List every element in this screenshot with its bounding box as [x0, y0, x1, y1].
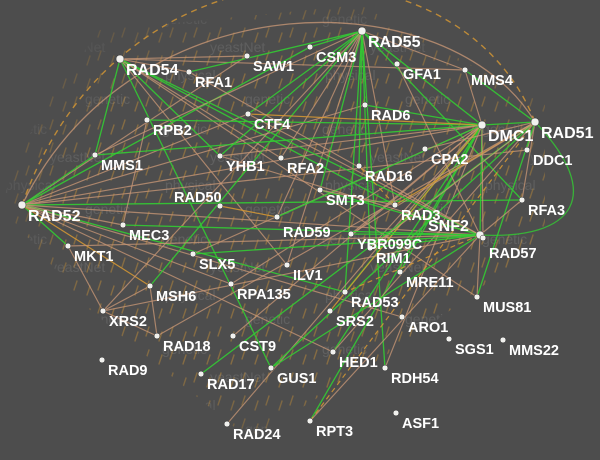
- svg-text:RPT3: RPT3: [316, 424, 353, 440]
- svg-text:YHB1: YHB1: [226, 159, 265, 175]
- svg-text:XRS2: XRS2: [109, 314, 147, 330]
- svg-text:MMS1: MMS1: [101, 158, 143, 174]
- svg-text:SGS1: SGS1: [455, 342, 494, 358]
- svg-text:SMT3: SMT3: [326, 193, 365, 209]
- svg-text:SRS2: SRS2: [336, 314, 374, 330]
- svg-text:RAD51: RAD51: [541, 125, 594, 142]
- svg-text:RAD57: RAD57: [489, 246, 537, 262]
- svg-text:MMS4: MMS4: [471, 73, 513, 89]
- svg-text:GFA1: GFA1: [403, 67, 441, 83]
- svg-text:RAD59: RAD59: [283, 225, 331, 241]
- svg-text:RAD16: RAD16: [365, 169, 413, 185]
- svg-text:MRE11: MRE11: [406, 275, 454, 291]
- svg-text:ILV1: ILV1: [293, 268, 323, 284]
- svg-text:DMC1: DMC1: [488, 128, 533, 145]
- svg-text:RFA3: RFA3: [528, 203, 565, 219]
- svg-text:SNF2: SNF2: [428, 218, 469, 235]
- svg-text:MEC3: MEC3: [129, 228, 169, 244]
- svg-text:RAD6: RAD6: [371, 108, 410, 124]
- svg-text:GUS1: GUS1: [277, 371, 317, 387]
- svg-text:RAD24: RAD24: [233, 427, 281, 443]
- svg-text:RAD55: RAD55: [368, 34, 421, 51]
- svg-text:RAD50: RAD50: [174, 190, 222, 206]
- svg-text:RPA135: RPA135: [237, 287, 291, 303]
- svg-text:CTF4: CTF4: [254, 117, 290, 133]
- svg-text:MKT1: MKT1: [74, 249, 113, 265]
- svg-text:RPB2: RPB2: [153, 123, 192, 139]
- svg-text:RAD52: RAD52: [28, 208, 81, 225]
- svg-text:SLX5: SLX5: [199, 257, 235, 273]
- svg-text:RAD9: RAD9: [108, 363, 147, 379]
- svg-text:RAD18: RAD18: [163, 339, 211, 355]
- svg-text:CPA2: CPA2: [431, 152, 469, 168]
- svg-text:SAW1: SAW1: [253, 59, 294, 75]
- svg-text:RFA1: RFA1: [195, 75, 232, 91]
- svg-text:RAD53: RAD53: [351, 295, 399, 311]
- svg-text:RDH54: RDH54: [391, 371, 439, 387]
- svg-text:MMS22: MMS22: [509, 343, 559, 359]
- svg-text:CST9: CST9: [239, 339, 276, 355]
- svg-text:RIM1: RIM1: [376, 251, 411, 267]
- svg-text:DDC1: DDC1: [533, 153, 572, 169]
- svg-text:MSH6: MSH6: [156, 289, 196, 305]
- svg-text:MUS81: MUS81: [483, 300, 531, 316]
- svg-text:CSM3: CSM3: [316, 50, 356, 66]
- svg-text:RFA2: RFA2: [287, 161, 324, 177]
- svg-text:RAD54: RAD54: [126, 62, 179, 79]
- svg-text:ARO1: ARO1: [408, 320, 448, 336]
- svg-text:ASF1: ASF1: [402, 416, 439, 432]
- svg-text:RAD17: RAD17: [207, 377, 255, 393]
- svg-text:HED1: HED1: [339, 355, 378, 371]
